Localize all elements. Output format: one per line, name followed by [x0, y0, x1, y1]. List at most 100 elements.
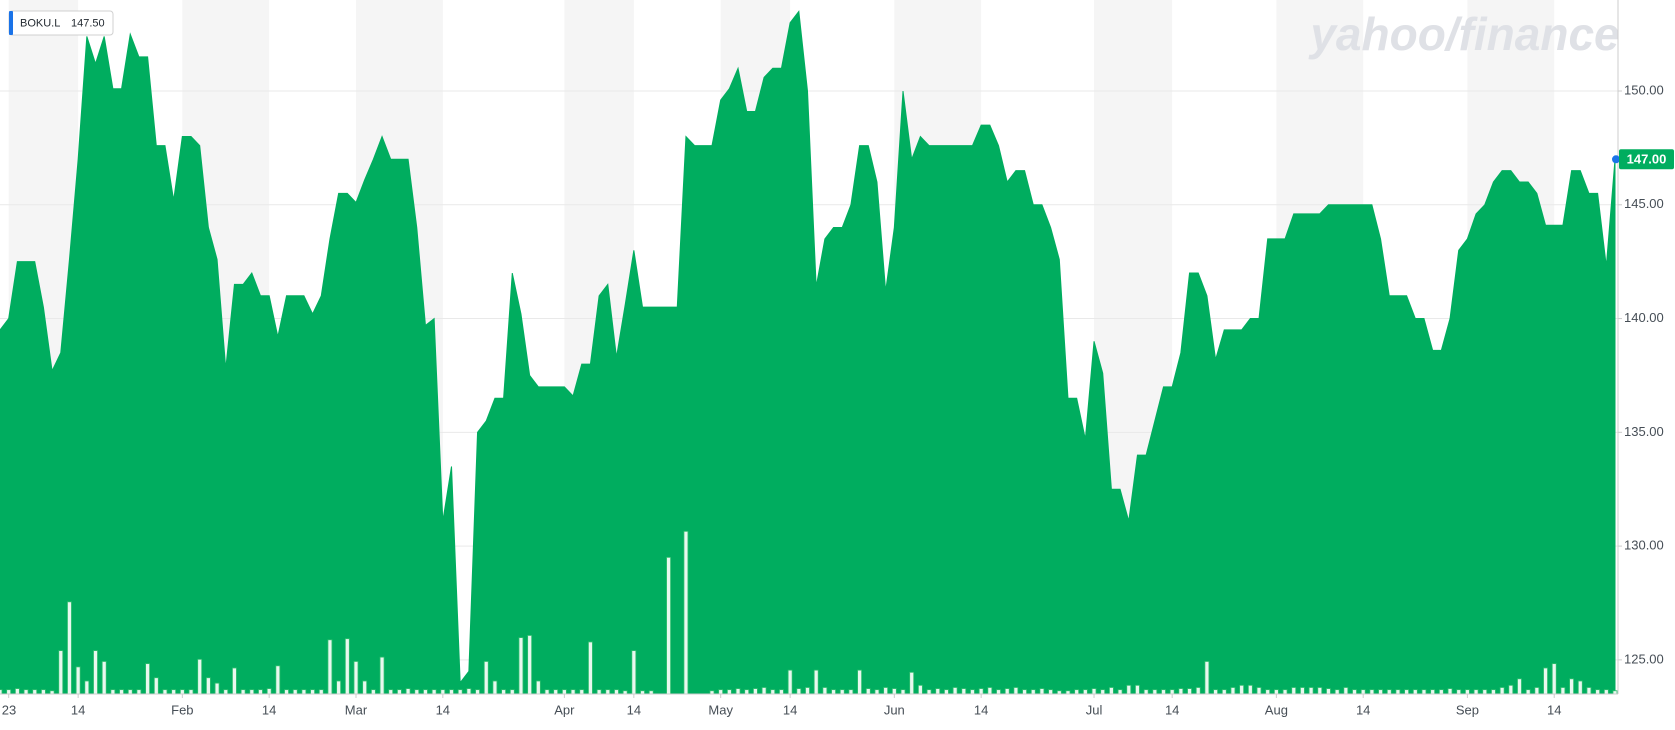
volume-bar — [1039, 688, 1045, 695]
volume-bar — [1213, 689, 1218, 695]
volume-bar — [214, 682, 220, 695]
volume-bar — [874, 689, 880, 695]
volume-bar — [388, 689, 394, 695]
volume-bar — [1091, 688, 1097, 695]
volume-bar — [1004, 688, 1010, 695]
x-tick-label: 14 — [71, 702, 85, 717]
volume-bar — [839, 689, 845, 695]
x-tick-label: 14 — [436, 702, 450, 717]
volume-bar — [501, 689, 507, 695]
x-tick-label: 14 — [783, 702, 797, 717]
volume-bar — [1048, 689, 1054, 695]
volume-bar — [301, 689, 307, 695]
volume-bar — [1108, 687, 1114, 695]
volume-bar — [1178, 688, 1184, 695]
volume-bar — [240, 689, 246, 695]
x-tick-label: 14 — [1356, 702, 1370, 717]
volume-bar — [1317, 687, 1323, 695]
volume-bar — [1551, 663, 1557, 695]
volume-bar — [978, 688, 984, 695]
y-tick-label: 125.00 — [1624, 651, 1664, 666]
volume-bar — [23, 689, 29, 695]
volume-bar — [1491, 689, 1496, 695]
volume-bar — [891, 688, 897, 695]
volume-bar — [249, 689, 255, 695]
volume-bar — [1204, 661, 1210, 695]
ticker-quote: 147.50 — [71, 17, 105, 29]
volume-bar — [1525, 689, 1531, 695]
volume-bar — [1239, 684, 1245, 695]
volume-bar — [1334, 689, 1340, 695]
volume-bar — [735, 688, 741, 695]
volume-bar — [1282, 689, 1288, 695]
y-tick-label: 145.00 — [1624, 196, 1664, 211]
x-tick-label: Aug — [1265, 702, 1288, 717]
y-tick-label: 130.00 — [1624, 538, 1664, 553]
volume-bar — [1161, 689, 1166, 695]
volume-bar — [171, 689, 177, 695]
volume-bar — [1169, 689, 1175, 695]
volume-bar — [197, 658, 203, 695]
volume-bar — [318, 689, 324, 695]
volume-bar — [1013, 687, 1019, 695]
volume-bar — [327, 639, 333, 695]
x-tick-label: 14 — [1547, 702, 1561, 717]
volume-bar — [1603, 689, 1609, 695]
volume-bar — [1117, 689, 1123, 695]
last-price-label: 147.00 — [1627, 152, 1667, 167]
volume-bar — [258, 689, 263, 695]
last-price-box — [1619, 149, 1674, 170]
volume-bar — [805, 687, 810, 695]
volume-bar — [779, 689, 784, 695]
price-area — [0, 10, 1616, 695]
volume-bar — [1447, 688, 1453, 695]
volume-bar — [518, 637, 524, 695]
volume-bar — [1100, 689, 1106, 695]
x-tick-label: 14 — [627, 702, 641, 717]
volume-bar — [223, 689, 229, 695]
volume-bar — [561, 689, 567, 695]
volume-bar — [883, 687, 889, 695]
volume-bar — [179, 689, 185, 695]
volume-bar — [1143, 689, 1149, 695]
volume-bar — [761, 687, 767, 695]
volume-bar — [284, 689, 289, 695]
volume-bar — [6, 689, 12, 695]
volume-bar — [1517, 678, 1522, 695]
volume-bar — [900, 689, 906, 695]
volume-bar — [944, 689, 949, 695]
x-tick-label: Apr — [554, 702, 575, 717]
volume-bar — [119, 689, 124, 695]
volume-bar — [553, 689, 559, 695]
volume-bar — [726, 689, 732, 695]
volume-bar — [926, 689, 932, 695]
volume-bar — [1247, 684, 1253, 695]
volume-bar — [1273, 689, 1279, 695]
volume-bar — [1126, 684, 1132, 695]
volume-bar — [0, 689, 3, 695]
volume-bar — [362, 680, 368, 695]
volume-bar — [1082, 689, 1088, 695]
volume-bar — [1308, 687, 1314, 695]
volume-bar — [1482, 689, 1488, 695]
volume-bar — [605, 689, 611, 695]
volume-bar — [1022, 689, 1027, 695]
volume-bar — [770, 689, 776, 695]
ticker-name: BOKU.L — [20, 17, 60, 29]
y-tick-label: 150.00 — [1624, 82, 1664, 97]
volume-bar — [397, 689, 402, 695]
volume-bar — [232, 667, 237, 695]
volume-bar — [1291, 687, 1297, 695]
volume-bar — [1195, 687, 1201, 695]
x-tick-label: Jul — [1086, 702, 1103, 717]
volume-bar — [1404, 689, 1410, 695]
volume-bar — [1438, 689, 1444, 695]
volume-bar — [1152, 689, 1158, 695]
volume-bar — [32, 689, 38, 695]
volume-bar — [136, 689, 142, 695]
volume-bar — [857, 669, 862, 695]
volume-bar — [449, 689, 454, 695]
watermark: yahoo/finance — [1308, 8, 1619, 60]
volume-bar — [162, 689, 168, 695]
